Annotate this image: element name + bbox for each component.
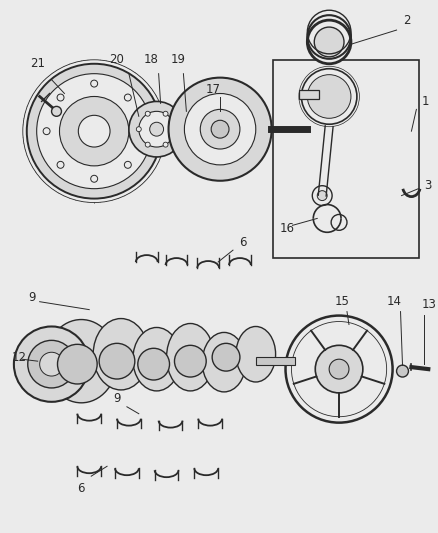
Circle shape [14,327,89,402]
Text: 17: 17 [206,83,221,96]
Text: 19: 19 [171,53,186,66]
Text: 1: 1 [421,95,429,108]
Ellipse shape [93,319,149,390]
Circle shape [291,321,387,417]
Ellipse shape [236,327,276,382]
Circle shape [52,107,61,116]
Text: 16: 16 [279,222,295,235]
Text: 14: 14 [387,295,402,308]
Circle shape [99,343,135,379]
Text: 12: 12 [12,351,27,364]
Circle shape [28,341,75,388]
Circle shape [57,94,64,101]
Text: 3: 3 [424,179,432,192]
Circle shape [184,93,256,165]
Bar [272,60,419,258]
Text: 9: 9 [28,291,35,304]
Ellipse shape [202,333,246,392]
Ellipse shape [46,320,117,403]
Circle shape [174,345,206,377]
Circle shape [396,365,409,377]
Circle shape [286,316,392,423]
Circle shape [60,96,129,166]
Bar [256,357,296,365]
Circle shape [212,343,240,371]
Text: 13: 13 [421,298,436,311]
Text: 9: 9 [113,392,121,406]
Circle shape [163,142,168,147]
Circle shape [43,128,50,135]
Circle shape [40,352,64,376]
Ellipse shape [133,327,180,391]
Circle shape [317,191,327,200]
Text: 6: 6 [78,482,85,495]
Circle shape [163,111,168,116]
Circle shape [139,111,174,147]
Circle shape [211,120,229,138]
Circle shape [136,127,141,132]
Circle shape [23,60,166,203]
Circle shape [138,348,170,380]
Circle shape [315,345,363,393]
Circle shape [37,74,152,189]
Circle shape [129,101,184,157]
Circle shape [145,142,150,147]
Circle shape [150,122,163,136]
Circle shape [78,115,110,147]
Text: 18: 18 [143,53,158,66]
Circle shape [138,128,145,135]
Circle shape [124,161,131,168]
Text: 21: 21 [30,57,45,70]
Circle shape [145,111,150,116]
Circle shape [57,344,97,384]
Circle shape [91,80,98,87]
Circle shape [124,94,131,101]
Circle shape [57,161,64,168]
Circle shape [172,127,177,132]
Circle shape [307,75,351,118]
Circle shape [200,109,240,149]
Circle shape [301,69,357,124]
Circle shape [307,20,351,64]
Text: 6: 6 [239,236,247,249]
Circle shape [91,175,98,182]
Text: 15: 15 [335,295,350,308]
Circle shape [27,64,162,199]
Ellipse shape [166,324,214,391]
Circle shape [314,27,344,57]
Circle shape [312,185,332,206]
Bar [300,90,319,100]
Text: 2: 2 [403,14,410,27]
Circle shape [329,359,349,379]
Circle shape [169,78,272,181]
Text: 20: 20 [110,53,124,66]
